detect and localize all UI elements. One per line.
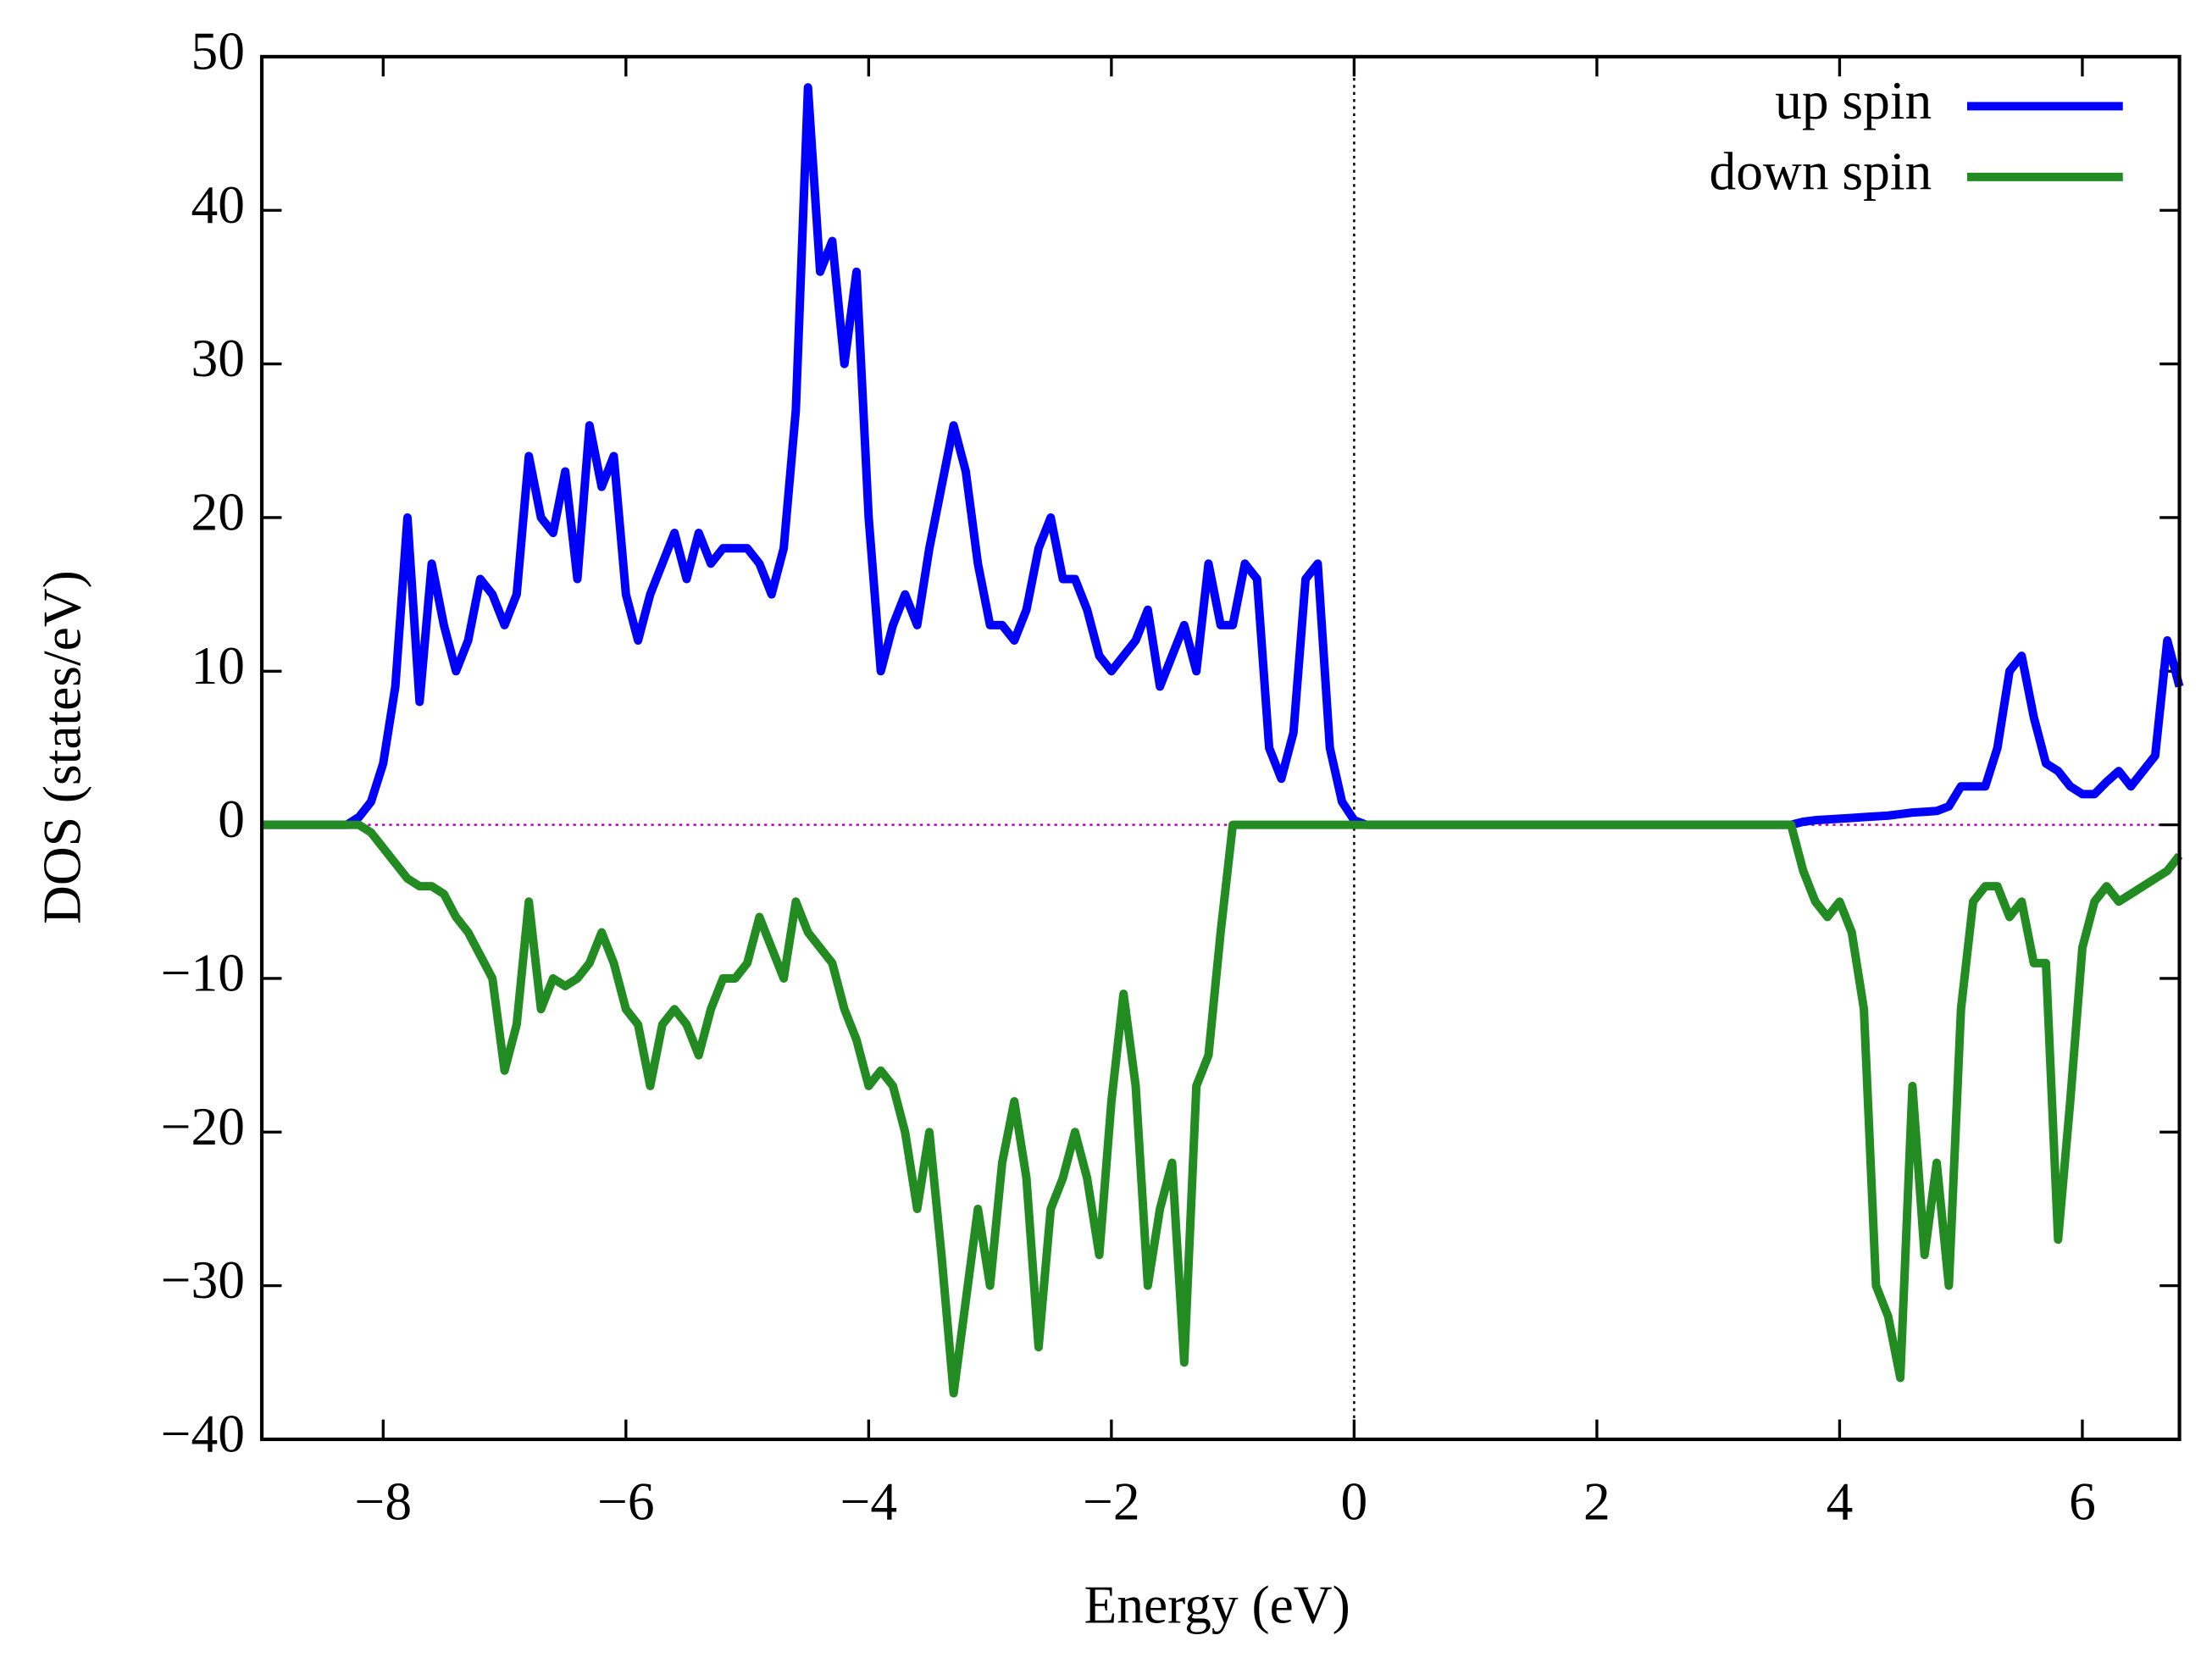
series-line bbox=[262, 820, 2183, 1398]
y-tick-label: 0 bbox=[218, 789, 245, 849]
y-tick-label: −40 bbox=[161, 1404, 245, 1464]
y-tick-label: −10 bbox=[161, 943, 245, 1003]
y-tick-label: 30 bbox=[191, 328, 245, 388]
y-tick-label: −30 bbox=[161, 1250, 245, 1310]
x-axis-label: Energy (eV) bbox=[1084, 1575, 1350, 1635]
x-tick-label: −2 bbox=[1083, 1472, 1140, 1532]
plot-frame bbox=[259, 54, 2182, 1442]
y-tick-label: −20 bbox=[161, 1096, 245, 1156]
x-tick-label: 4 bbox=[1827, 1472, 1854, 1532]
y-tick-label: 10 bbox=[191, 635, 245, 696]
legend-label: up spin bbox=[1775, 70, 1932, 130]
y-tick-label: 20 bbox=[191, 481, 245, 541]
x-tick-label: −6 bbox=[597, 1472, 655, 1532]
y-tick-label: 40 bbox=[191, 175, 245, 235]
series-line bbox=[262, 83, 2184, 829]
legend-label: down spin bbox=[1710, 141, 1932, 201]
y-axis-label: DOS (states/eV) bbox=[32, 570, 92, 924]
x-tick-label: 6 bbox=[2069, 1472, 2096, 1532]
y-tick-label: 50 bbox=[191, 20, 245, 80]
x-tick-label: 0 bbox=[1341, 1472, 1368, 1532]
x-tick-label: −4 bbox=[840, 1472, 898, 1532]
x-tick-label: 2 bbox=[1583, 1472, 1610, 1532]
x-tick-label: −8 bbox=[355, 1472, 413, 1532]
